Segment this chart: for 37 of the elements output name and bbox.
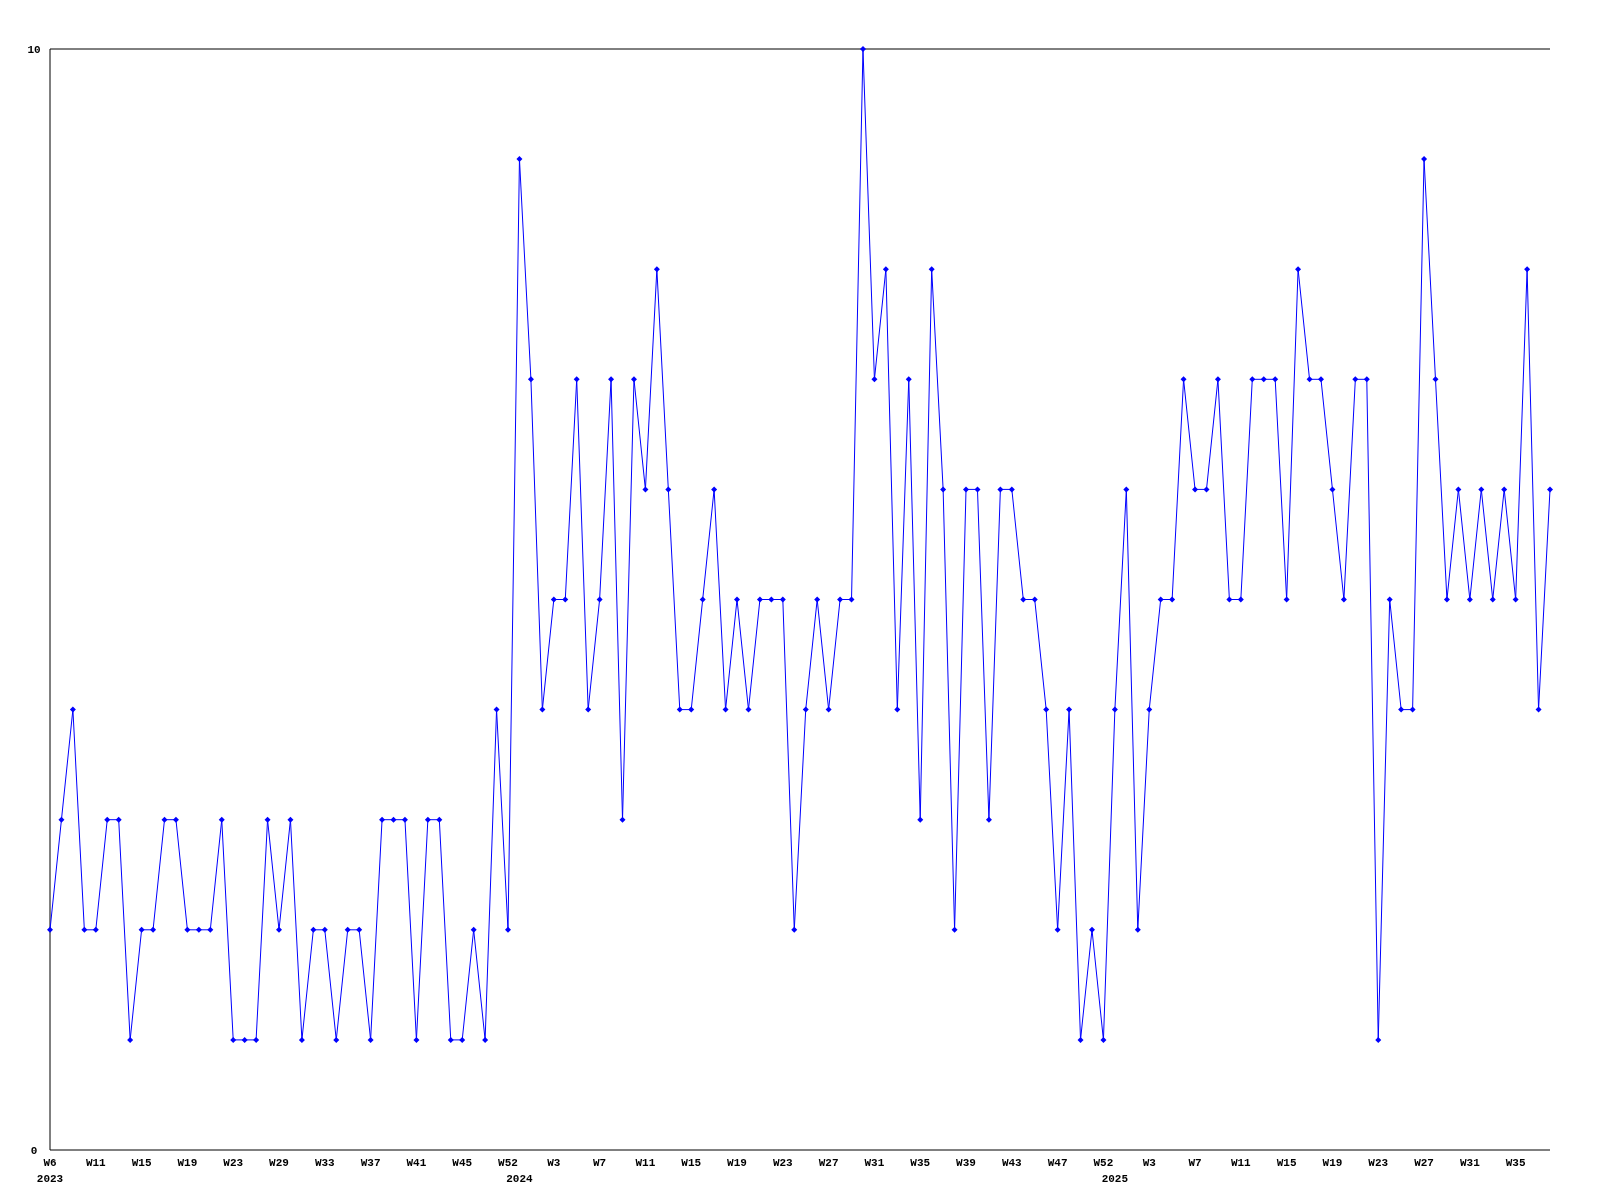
x-tick-label: W15 (131, 1157, 152, 1169)
x-tick-label: W52 (498, 1157, 518, 1169)
x-tick-label: W27 (1414, 1157, 1434, 1169)
y-tick-label: 0 (30, 1144, 38, 1157)
x-tick-label: W11 (1230, 1157, 1252, 1169)
x-tick-label: W37 (360, 1157, 381, 1169)
x-tick-label: W6 2023 (36, 1157, 64, 1185)
x-tick-label: W11 (85, 1157, 107, 1169)
x-tick-label: W45 (452, 1157, 473, 1169)
x-tick-label: W39 (956, 1157, 976, 1169)
x-tick-label: W11 (635, 1157, 656, 1169)
x-tick-label: W3 (1142, 1157, 1157, 1169)
x-tick-label: W52 (1093, 1157, 1114, 1169)
x-tick-label: W7 (1188, 1157, 1202, 1169)
x-tick-label: W47 (1047, 1157, 1068, 1169)
x-tick-label: W27 (818, 1157, 839, 1169)
x-tick-label: W19 (727, 1157, 747, 1169)
x-tick-label: 2024 (506, 1173, 534, 1185)
x-tick-label: W31 (1459, 1157, 1481, 1169)
x-tick-label: W43 (1001, 1157, 1023, 1169)
x-tick-label: W19 (1322, 1157, 1343, 1169)
x-tick-label: W29 (269, 1157, 289, 1169)
x-tick-label: W23 (1368, 1157, 1389, 1169)
x-tick-label: W7 (593, 1157, 607, 1169)
x-tick-label: W15 (1276, 1157, 1297, 1169)
x-tick-label: W35 (910, 1157, 931, 1169)
x-tick-label: W15 (681, 1157, 702, 1169)
x-tick-label: W35 (1505, 1157, 1526, 1169)
x-tick-label: W33 (314, 1157, 336, 1169)
x-tick-label: 2025 (1101, 1173, 1129, 1185)
x-tick-label: W19 (177, 1157, 198, 1169)
x-tick-label: W31 (864, 1157, 885, 1169)
x-tick-label: W41 (406, 1157, 427, 1169)
x-tick-label: W3 (547, 1157, 561, 1169)
x-tick-label: W23 (772, 1157, 794, 1169)
y-tick-label: 10 (27, 43, 41, 56)
x-tick-label: W23 (223, 1157, 244, 1169)
